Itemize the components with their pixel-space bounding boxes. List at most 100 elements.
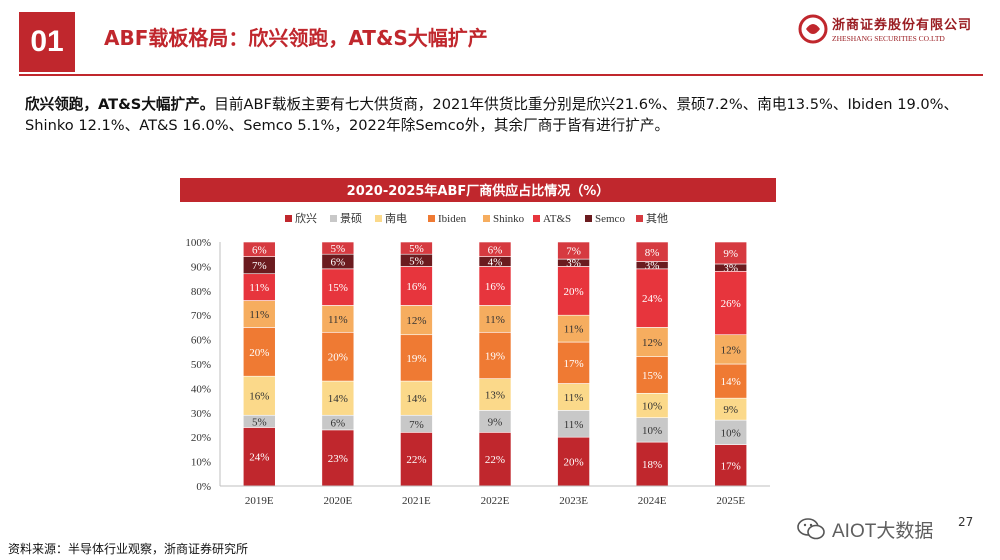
bar-segment-2022E-Shinko (478, 305, 512, 333)
page-number: 27 (958, 515, 974, 529)
data-label: 20% (328, 352, 348, 364)
x-tick-label: 2020E (323, 495, 352, 507)
bar-segment-2023E-景硕 (557, 410, 590, 438)
x-tick-label: 2025E (716, 495, 745, 507)
data-label: 10% (642, 425, 662, 437)
bar-segment-2023E-南电 (557, 383, 590, 411)
y-tick-label: 100% (185, 237, 211, 249)
y-tick-label: 80% (191, 286, 211, 298)
data-label: 23% (328, 453, 348, 465)
data-label: 15% (642, 370, 662, 382)
legend-label-3: Ibiden (438, 213, 467, 225)
data-label: 11% (249, 309, 269, 321)
data-label: 14% (721, 376, 741, 388)
data-label: 13% (485, 390, 505, 402)
data-label: 20% (563, 457, 583, 469)
data-label: 5% (409, 255, 424, 267)
data-label: 11% (564, 392, 584, 404)
data-label: 9% (723, 404, 738, 416)
legend-swatch-0 (285, 215, 292, 222)
legend-label-2: 南电 (385, 212, 407, 225)
data-label: 9% (488, 416, 503, 428)
data-label: 17% (721, 460, 741, 472)
bar-segment-2024E-欣兴 (635, 441, 669, 487)
bar-segment-2024E-其他 (635, 241, 669, 262)
bar-segment-2023E-其他 (557, 241, 590, 260)
data-label: 22% (485, 454, 505, 466)
x-tick-label: 2021E (402, 495, 431, 507)
bar-segment-2024E-Ibiden (635, 356, 669, 394)
legend-swatch-2 (375, 215, 382, 222)
bar-segment-2019E-其他 (242, 241, 276, 257)
watermark-text: AIOT大数据 (832, 521, 934, 542)
y-tick-label: 0% (196, 481, 211, 493)
y-tick-label: 40% (191, 383, 211, 395)
y-tick-label: 50% (191, 359, 211, 371)
data-label: 5% (409, 243, 424, 255)
data-label: 20% (563, 286, 583, 298)
summary-paragraph: 欣兴领跑，AT&S大幅扩产。目前ABF载板主要有七大供货商，2021年供货比重分… (25, 94, 980, 136)
legend-swatch-4 (483, 215, 490, 222)
data-label: 5% (331, 243, 346, 255)
data-label: 12% (406, 315, 426, 327)
summary-body: 目前ABF载板主要有七大供货商，2021年供货比重分别是欣兴21.6%、景硕7.… (25, 96, 959, 134)
brand-name-cn: 浙商证券股份有限公司 (832, 18, 973, 33)
bar-segment-2020E-AT&S (321, 268, 355, 306)
legend-label-5: AT&S (543, 213, 571, 225)
data-label: 11% (485, 314, 505, 326)
data-label: 24% (642, 293, 662, 305)
data-label: 3% (723, 263, 738, 275)
data-label: 14% (328, 393, 348, 405)
legend-label-6: Semco (595, 213, 625, 225)
data-label: 11% (564, 419, 584, 431)
data-label: 7% (566, 246, 581, 258)
legend-label-7: 其他 (646, 212, 668, 225)
x-tick-label: 2019E (245, 495, 274, 507)
data-label: 3% (645, 260, 660, 272)
bar-segment-2025E-AT&S (714, 270, 748, 336)
data-label: 10% (642, 400, 662, 412)
chart-legend: 欣兴 景硕 南电 Ibiden Shinko AT&S Semco 其他 (285, 211, 668, 225)
bar-segment-2019E-Shinko (242, 300, 276, 328)
source-note: 资料来源：半导体行业观察，浙商证券研究所 (8, 542, 249, 556)
page-title: ABF载板格局：欣兴领跑，AT&S大幅扩产 (104, 26, 488, 50)
bar-segment-2024E-景硕 (635, 417, 669, 443)
bar-segment-2024E-AT&S (635, 268, 669, 328)
bar-segment-2025E-欣兴 (714, 444, 748, 487)
wechat-icon (797, 518, 825, 540)
bar-segment-2020E-南电 (321, 380, 355, 416)
data-label: 12% (642, 337, 662, 349)
data-label: 9% (723, 248, 738, 260)
bar-segment-2023E-Shinko (557, 314, 590, 343)
bar-segment-2019E-欣兴 (242, 427, 276, 487)
y-tick-label: 30% (191, 408, 211, 420)
legend-label-4: Shinko (493, 213, 525, 225)
legend-swatch-6 (585, 215, 592, 222)
data-label: 3% (566, 258, 581, 270)
bar-segment-2025E-Ibiden (714, 363, 748, 399)
title-divider (19, 74, 983, 76)
bar-segment-2021E-欣兴 (400, 432, 433, 487)
section-number-badge: 01 (19, 12, 75, 72)
bar-segment-2021E-其他 (400, 241, 433, 255)
data-label: 11% (564, 324, 584, 336)
legend-swatch-1 (330, 215, 337, 222)
brand-logo: 浙商证券股份有限公司 ZHESHANG SECURITIES CO.LTD (798, 14, 980, 48)
brand-name-en: ZHESHANG SECURITIES CO.LTD (832, 34, 945, 43)
data-label: 7% (252, 260, 267, 272)
bar-segment-2021E-南电 (400, 380, 433, 416)
data-label: 24% (249, 452, 269, 464)
bar-segment-2024E-南电 (635, 392, 669, 418)
bar-segment-2019E-南电 (242, 375, 276, 416)
data-label: 7% (409, 419, 424, 431)
bar-segment-2024E-Shinko (635, 327, 669, 357)
bar-segment-2023E-AT&S (557, 266, 590, 316)
data-label: 14% (406, 393, 426, 405)
bar-segment-2021E-Ibiden (400, 334, 433, 382)
data-label: 11% (249, 282, 269, 294)
data-label: 6% (488, 244, 503, 256)
data-label: 12% (721, 344, 741, 356)
x-tick-label: 2023E (559, 495, 588, 507)
y-tick-label: 90% (191, 261, 211, 273)
